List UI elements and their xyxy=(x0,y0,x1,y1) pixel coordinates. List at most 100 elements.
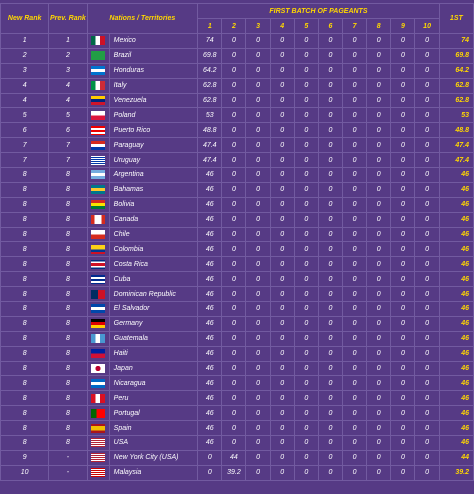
prev-rank: 8 xyxy=(48,315,88,332)
score: 0 xyxy=(366,33,392,49)
prev-rank: 8 xyxy=(48,405,88,422)
total: 46 xyxy=(438,435,474,451)
total: 46 xyxy=(438,196,474,213)
score: 0 xyxy=(317,420,344,437)
score: 64.2 xyxy=(197,62,223,79)
score: 0 xyxy=(366,301,392,317)
prev-rank: 2 xyxy=(48,47,88,64)
score: 74 xyxy=(197,33,223,49)
score: 0 xyxy=(390,211,416,228)
table-row: 8 8 Japan 46 0 0 0 0 0 0 0 0 0 46 xyxy=(0,360,474,377)
score: 0 xyxy=(269,92,295,109)
score: 0 xyxy=(293,420,319,437)
table-row: 8 8 Dominican Republic 46 0 0 0 0 0 0 0 0 0 46 xyxy=(0,286,474,303)
score: 0 xyxy=(245,271,271,288)
prev-rank: 8 xyxy=(48,435,88,451)
score: 0 xyxy=(317,137,344,154)
total: 62.8 xyxy=(438,77,474,94)
flag xyxy=(91,96,106,105)
table-row: 9- New York City (USA) 0 44 0 0 0 0 0 0 0 0 44 xyxy=(0,449,474,466)
score: 0 xyxy=(293,449,319,466)
total: 46 xyxy=(438,345,474,362)
score: 0 xyxy=(221,211,247,228)
total: 44 xyxy=(438,449,474,466)
nation: Paraguay xyxy=(108,137,199,154)
score: 0 xyxy=(390,330,416,347)
total: 62.8 xyxy=(438,92,474,109)
score: 0 xyxy=(221,107,247,124)
score: 0 xyxy=(414,420,440,437)
score: 0 xyxy=(269,286,295,303)
header-row: New Rank Prev. Rank Nations / Territorie… xyxy=(0,3,474,34)
flag-cell xyxy=(86,181,110,198)
nation: Argentina xyxy=(108,167,199,183)
score: 0 xyxy=(390,301,416,317)
score: 0 xyxy=(390,405,416,422)
score: 0 xyxy=(414,286,440,303)
score: 0 xyxy=(317,345,344,362)
flag xyxy=(91,319,106,329)
score: 0 xyxy=(245,360,271,377)
score: 0 xyxy=(269,420,295,437)
header-cell: 4 xyxy=(269,18,295,34)
score: 0 xyxy=(245,464,271,481)
new-rank: 8 xyxy=(0,181,50,198)
score: 0 xyxy=(293,196,319,213)
nation: Italy xyxy=(108,77,199,94)
score: 0 xyxy=(317,77,344,94)
new-rank: 8 xyxy=(0,360,50,377)
score: 0 xyxy=(245,122,271,139)
nation: Costa Rica xyxy=(108,256,199,273)
score: 0 xyxy=(317,107,344,124)
score: 0 xyxy=(342,286,368,303)
score: 0 xyxy=(269,137,295,154)
score: 0 xyxy=(342,62,368,79)
page: New Rank Prev. Rank Nations / Territorie… xyxy=(0,3,474,494)
table-row: 7 7 Uruguay 47.4 0 0 0 0 0 0 0 0 0 47.4 xyxy=(0,152,474,169)
score: 0 xyxy=(342,122,368,139)
score: 0 xyxy=(221,77,247,94)
nation: Uruguay xyxy=(108,152,199,169)
score: 0 xyxy=(414,33,440,49)
score: 0 xyxy=(245,137,271,154)
prev-rank: 8 xyxy=(48,360,88,377)
nation: Colombia xyxy=(108,241,199,258)
score: 0 xyxy=(414,62,440,79)
score: 0 xyxy=(366,62,392,79)
header-cell: Prev. Rank xyxy=(48,3,88,34)
score: 0 xyxy=(221,122,247,139)
score: 0 xyxy=(366,47,392,64)
header-cell: 6 xyxy=(317,18,344,34)
score: 0 xyxy=(414,196,440,213)
score: 0 xyxy=(342,256,368,273)
score: 0 xyxy=(390,241,416,258)
score: 0 xyxy=(245,301,271,317)
score: 0 xyxy=(390,196,416,213)
score: 0 xyxy=(245,345,271,362)
prev-rank: 8 xyxy=(48,420,88,437)
score: 0 xyxy=(293,92,319,109)
flag xyxy=(91,215,106,225)
score: 0 xyxy=(366,330,392,347)
nation: Puerto Rico xyxy=(108,122,199,139)
flag xyxy=(91,468,106,478)
score: 0 xyxy=(414,167,440,183)
score: 0 xyxy=(317,256,344,273)
score: 0 xyxy=(317,286,344,303)
table-row: 8 8 Argentina 46 0 0 0 0 0 0 0 0 0 46 xyxy=(0,167,474,183)
score: 0 xyxy=(366,241,392,258)
total: 46 xyxy=(438,405,474,422)
prev-rank: 3 xyxy=(48,62,88,79)
score: 0 xyxy=(390,167,416,183)
table-row: 8 8 Portugal 46 0 0 0 0 0 0 0 0 0 46 xyxy=(0,405,474,422)
table-row: 6 6 Puerto Rico 48.8 0 0 0 0 0 0 0 0 0 48.8 xyxy=(0,122,474,139)
score: 0 xyxy=(317,360,344,377)
header-cell: 7 xyxy=(342,18,368,34)
total: 48.8 xyxy=(438,122,474,139)
flag-cell xyxy=(86,315,110,332)
flag-cell xyxy=(86,122,110,139)
score: 0 xyxy=(390,286,416,303)
score: 0 xyxy=(293,47,319,64)
score: 0 xyxy=(390,226,416,243)
score: 0 xyxy=(366,122,392,139)
